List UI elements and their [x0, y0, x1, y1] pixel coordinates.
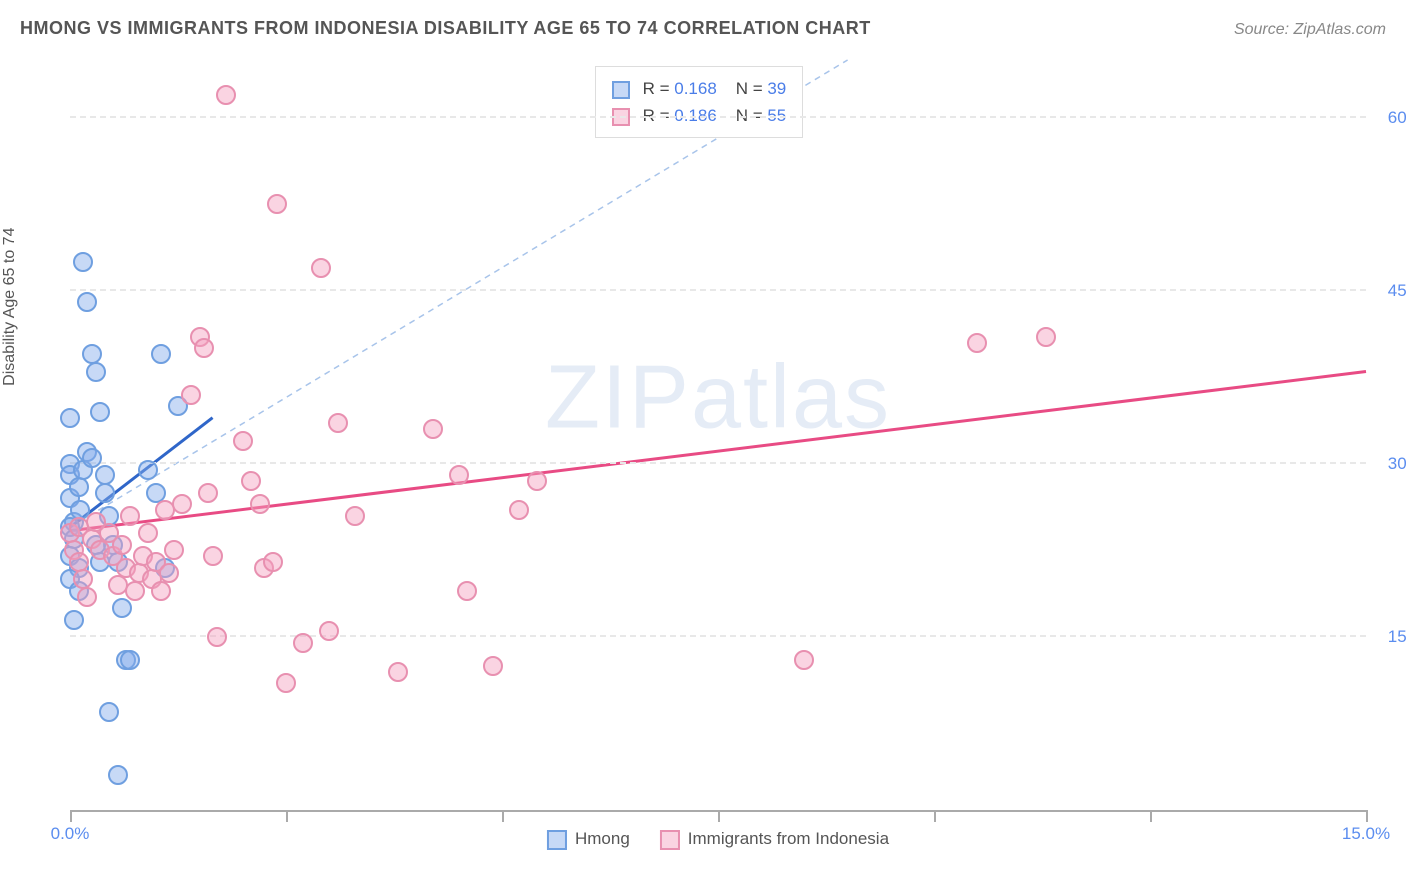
- scatter-point-hmong: [95, 483, 115, 503]
- scatter-point-indonesia: [138, 523, 158, 543]
- scatter-point-indonesia: [263, 552, 283, 572]
- scatter-point-indonesia: [172, 494, 192, 514]
- x-tick-label: 15.0%: [1342, 824, 1390, 844]
- watermark: ZIPatlas: [545, 346, 891, 449]
- stats-swatch-icon: [612, 81, 630, 99]
- scatter-point-indonesia: [319, 621, 339, 641]
- legend-label: Immigrants from Indonesia: [688, 829, 889, 848]
- y-tick-label: 15.0%: [1388, 627, 1406, 647]
- scatter-point-indonesia: [77, 587, 97, 607]
- gridline-h: [70, 289, 1366, 291]
- scatter-point-hmong: [82, 448, 102, 468]
- scatter-point-hmong: [60, 408, 80, 428]
- scatter-point-hmong: [90, 402, 110, 422]
- scatter-point-indonesia: [267, 194, 287, 214]
- scatter-point-indonesia: [276, 673, 296, 693]
- scatter-point-indonesia: [967, 333, 987, 353]
- legend-item: Immigrants from Indonesia: [660, 829, 889, 850]
- legend-item: Hmong: [547, 829, 630, 850]
- scatter-point-indonesia: [159, 563, 179, 583]
- plot-area: ZIPatlas R = 0.168 N = 39 R = 0.186 N = …: [70, 60, 1366, 812]
- scatter-point-hmong: [64, 610, 84, 630]
- scatter-point-hmong: [69, 477, 89, 497]
- scatter-point-hmong: [112, 598, 132, 618]
- y-tick-label: 60.0%: [1388, 108, 1406, 128]
- stats-row: R = 0.168 N = 39: [612, 75, 786, 102]
- scatter-point-indonesia: [207, 627, 227, 647]
- x-tick: [1150, 810, 1152, 822]
- gridline-h: [70, 635, 1366, 637]
- chart-container: Disability Age 65 to 74 ZIPatlas R = 0.1…: [20, 50, 1386, 862]
- scatter-point-indonesia: [120, 506, 140, 526]
- trend-lines-svg: [70, 60, 1366, 810]
- legend-label: Hmong: [575, 829, 630, 848]
- scatter-point-indonesia: [198, 483, 218, 503]
- source-attribution: Source: ZipAtlas.com: [1234, 21, 1386, 39]
- y-tick-label: 45.0%: [1388, 281, 1406, 301]
- scatter-point-hmong: [151, 344, 171, 364]
- y-tick-label: 30.0%: [1388, 454, 1406, 474]
- x-tick: [718, 810, 720, 822]
- scatter-point-hmong: [77, 292, 97, 312]
- x-tick: [934, 810, 936, 822]
- series-legend: Hmong Immigrants from Indonesia: [547, 829, 889, 850]
- scatter-point-indonesia: [203, 546, 223, 566]
- scatter-point-indonesia: [250, 494, 270, 514]
- gridline-h: [70, 462, 1366, 464]
- scatter-point-indonesia: [151, 581, 171, 601]
- plot-inner: ZIPatlas R = 0.168 N = 39 R = 0.186 N = …: [70, 60, 1366, 810]
- scatter-point-hmong: [108, 765, 128, 785]
- legend-swatch-icon: [547, 830, 567, 850]
- x-tick: [70, 810, 72, 822]
- scatter-point-indonesia: [449, 465, 469, 485]
- scatter-point-hmong: [99, 702, 119, 722]
- scatter-point-indonesia: [345, 506, 365, 526]
- scatter-point-indonesia: [527, 471, 547, 491]
- scatter-point-indonesia: [194, 338, 214, 358]
- scatter-point-indonesia: [1036, 327, 1056, 347]
- scatter-point-indonesia: [457, 581, 477, 601]
- scatter-point-indonesia: [112, 535, 132, 555]
- gridline-h: [70, 116, 1366, 118]
- scatter-point-indonesia: [125, 581, 145, 601]
- scatter-point-indonesia: [181, 385, 201, 405]
- scatter-point-hmong: [86, 362, 106, 382]
- watermark-prefix: ZIP: [545, 347, 691, 447]
- scatter-point-hmong: [73, 252, 93, 272]
- stats-text: R = 0.168 N = 39: [638, 79, 786, 98]
- scatter-point-hmong: [120, 650, 140, 670]
- scatter-point-indonesia: [388, 662, 408, 682]
- watermark-suffix: atlas: [691, 347, 891, 447]
- scatter-point-indonesia: [233, 431, 253, 451]
- x-tick: [286, 810, 288, 822]
- x-tick-label: 0.0%: [51, 824, 90, 844]
- scatter-point-indonesia: [423, 419, 443, 439]
- stats-legend-box: R = 0.168 N = 39 R = 0.186 N = 55: [595, 66, 803, 138]
- chart-title: HMONG VS IMMIGRANTS FROM INDONESIA DISAB…: [20, 18, 871, 39]
- legend-swatch-icon: [660, 830, 680, 850]
- scatter-point-indonesia: [311, 258, 331, 278]
- scatter-point-indonesia: [483, 656, 503, 676]
- x-tick: [1366, 810, 1368, 822]
- scatter-point-indonesia: [293, 633, 313, 653]
- scatter-point-indonesia: [794, 650, 814, 670]
- scatter-point-indonesia: [241, 471, 261, 491]
- scatter-point-hmong: [138, 460, 158, 480]
- scatter-point-indonesia: [328, 413, 348, 433]
- x-tick: [502, 810, 504, 822]
- scatter-point-indonesia: [164, 540, 184, 560]
- scatter-point-indonesia: [216, 85, 236, 105]
- y-axis-label: Disability Age 65 to 74: [1, 228, 19, 386]
- scatter-point-indonesia: [509, 500, 529, 520]
- chart-header: HMONG VS IMMIGRANTS FROM INDONESIA DISAB…: [20, 18, 1386, 39]
